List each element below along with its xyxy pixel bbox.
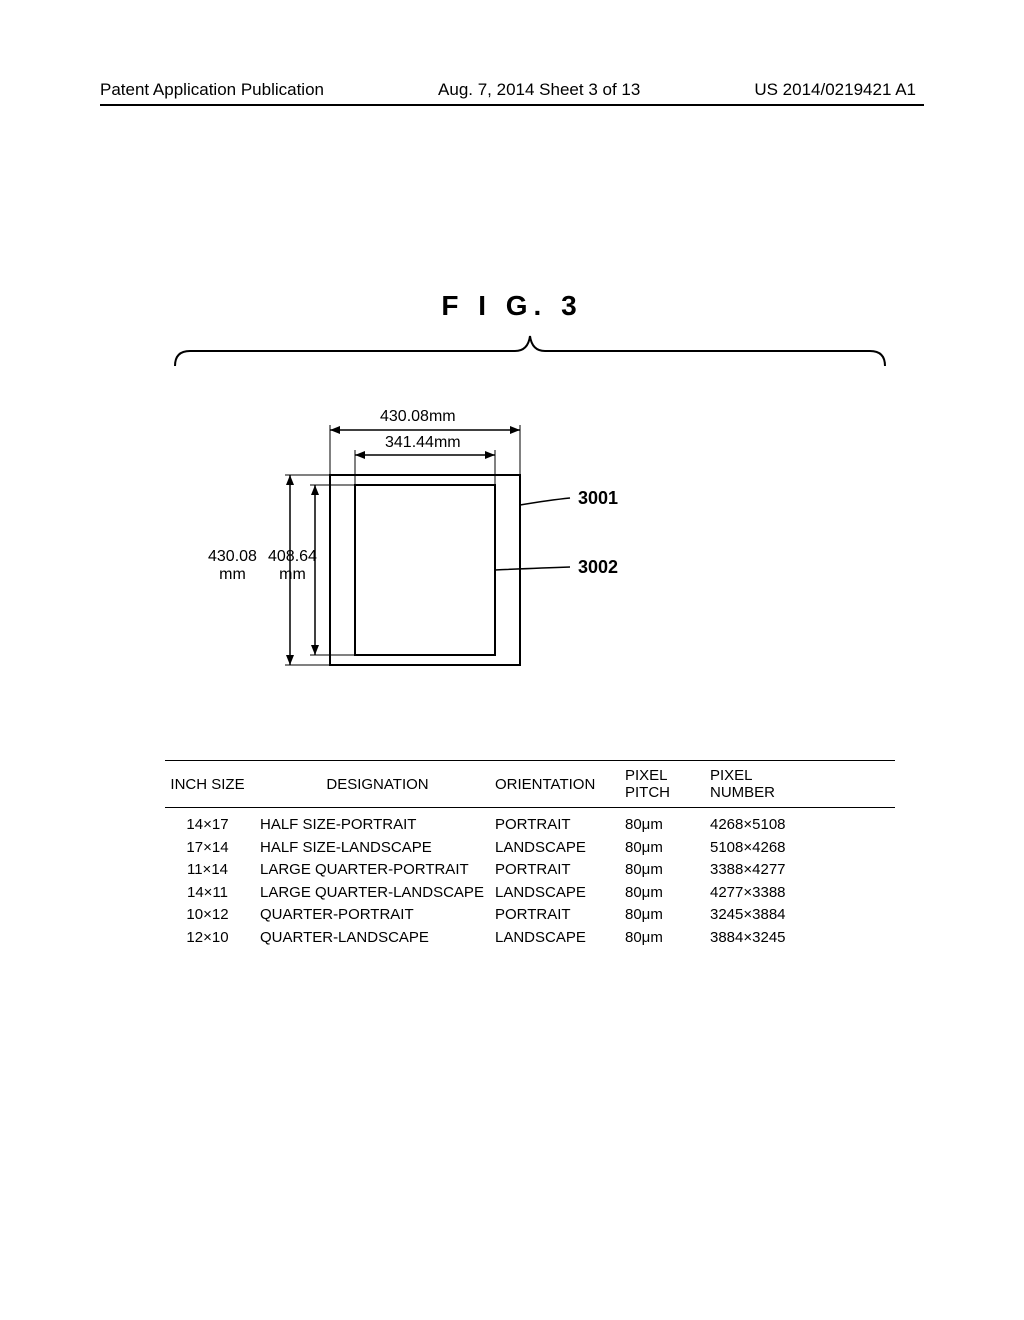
- td-pitch: 80μm: [625, 927, 710, 950]
- inner-width-label: 341.44mm: [385, 434, 461, 452]
- th-pixnum: PIXEL NUMBER: [710, 767, 830, 801]
- header-center: Aug. 7, 2014 Sheet 3 of 13: [438, 80, 640, 100]
- td-desig: LARGE QUARTER-PORTRAIT: [250, 859, 495, 882]
- td-pixnum: 3388×4277: [710, 859, 830, 882]
- td-pixnum: 3245×3884: [710, 904, 830, 927]
- td-desig: HALF SIZE-LANDSCAPE: [250, 837, 495, 860]
- outer-height-label: 430.08 mm: [208, 548, 257, 584]
- outer-width-label: 430.08mm: [380, 408, 456, 426]
- ref-3001: 3001: [578, 488, 618, 509]
- td-inch: 14×17: [165, 814, 250, 837]
- td-pixnum: 3884×3245: [710, 927, 830, 950]
- page-header: Patent Application Publication Aug. 7, 2…: [0, 80, 1024, 100]
- td-pitch: 80μm: [625, 814, 710, 837]
- td-pitch: 80μm: [625, 904, 710, 927]
- td-inch: 17×14: [165, 837, 250, 860]
- td-desig: LARGE QUARTER-LANDSCAPE: [250, 882, 495, 905]
- table-row: 10×12QUARTER-PORTRAITPORTRAIT80μm3245×38…: [165, 904, 895, 927]
- td-inch: 11×14: [165, 859, 250, 882]
- td-inch: 10×12: [165, 904, 250, 927]
- figure-title: F I G. 3: [0, 290, 1024, 322]
- table-body: 14×17HALF SIZE-PORTRAITPORTRAIT80μm4268×…: [165, 808, 895, 949]
- table-row: 14×17HALF SIZE-PORTRAITPORTRAIT80μm4268×…: [165, 814, 895, 837]
- td-pixnum: 4277×3388: [710, 882, 830, 905]
- table-row: 11×14LARGE QUARTER-PORTRAITPORTRAIT80μm3…: [165, 859, 895, 882]
- td-inch: 14×11: [165, 882, 250, 905]
- td-inch: 12×10: [165, 927, 250, 950]
- td-orient: LANDSCAPE: [495, 882, 625, 905]
- td-pitch: 80μm: [625, 859, 710, 882]
- table-header-row: INCH SIZE DESIGNATION ORIENTATION PIXEL …: [165, 760, 895, 808]
- td-desig: HALF SIZE-PORTRAIT: [250, 814, 495, 837]
- brace-icon: [170, 328, 890, 368]
- header-left: Patent Application Publication: [100, 80, 324, 100]
- inner-height-label: 408.64 mm: [268, 548, 317, 584]
- td-desig: QUARTER-PORTRAIT: [250, 904, 495, 927]
- th-pitch: PIXEL PITCH: [625, 767, 710, 801]
- size-table: INCH SIZE DESIGNATION ORIENTATION PIXEL …: [165, 760, 895, 949]
- td-orient: PORTRAIT: [495, 904, 625, 927]
- header-right: US 2014/0219421 A1: [754, 80, 916, 100]
- table-row: 12×10QUARTER-LANDSCAPELANDSCAPE80μm3884×…: [165, 927, 895, 950]
- table-row: 17×14HALF SIZE-LANDSCAPELANDSCAPE80μm510…: [165, 837, 895, 860]
- dimension-diagram: 430.08mm 341.44mm 430.08 mm 408.64 mm 30…: [200, 400, 760, 700]
- th-orient: ORIENTATION: [495, 776, 625, 793]
- td-desig: QUARTER-LANDSCAPE: [250, 927, 495, 950]
- td-orient: LANDSCAPE: [495, 927, 625, 950]
- header-divider: [100, 104, 924, 106]
- ref-3002: 3002: [578, 557, 618, 578]
- td-pitch: 80μm: [625, 837, 710, 860]
- td-pitch: 80μm: [625, 882, 710, 905]
- td-orient: LANDSCAPE: [495, 837, 625, 860]
- td-pixnum: 4268×5108: [710, 814, 830, 837]
- td-pixnum: 5108×4268: [710, 837, 830, 860]
- th-inch: INCH SIZE: [165, 776, 250, 793]
- td-orient: PORTRAIT: [495, 859, 625, 882]
- th-desig: DESIGNATION: [250, 776, 495, 793]
- table-row: 14×11LARGE QUARTER-LANDSCAPELANDSCAPE80μ…: [165, 882, 895, 905]
- td-orient: PORTRAIT: [495, 814, 625, 837]
